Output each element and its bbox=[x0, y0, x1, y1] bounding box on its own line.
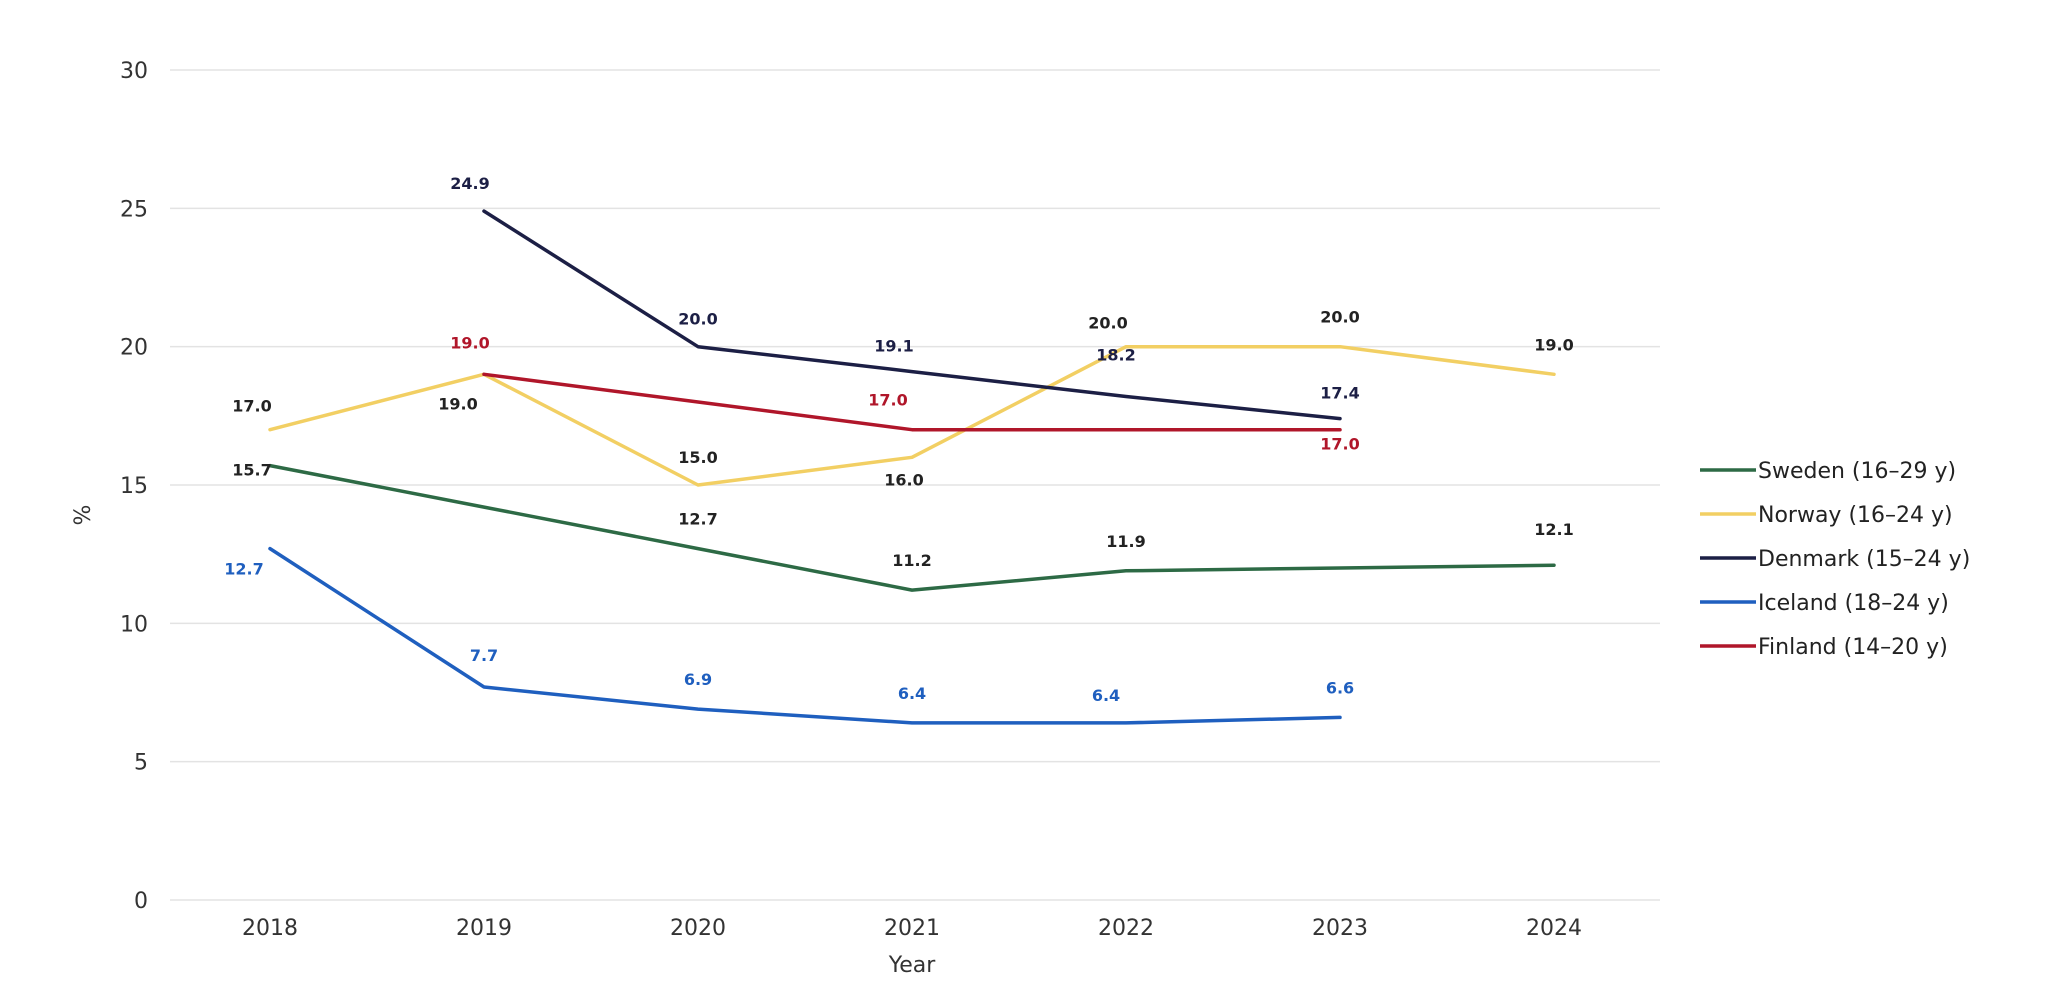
data-label: 24.9 bbox=[450, 174, 489, 193]
legend-label: Denmark (15–24 y) bbox=[1758, 547, 1970, 572]
series-lines bbox=[268, 209, 1556, 725]
data-label: 11.9 bbox=[1106, 532, 1145, 551]
series-line-4 bbox=[482, 372, 1342, 432]
y-tick-label: 30 bbox=[120, 59, 148, 84]
x-tick-label: 2023 bbox=[1312, 916, 1368, 941]
legend: Sweden (16–29 y) Norway (16–24 y) Denmark … bbox=[1700, 459, 1970, 660]
data-label: 18.2 bbox=[1096, 345, 1135, 364]
x-tick-label: 2024 bbox=[1526, 916, 1582, 941]
data-label: 17.4 bbox=[1320, 384, 1359, 403]
data-label: 20.0 bbox=[678, 310, 717, 329]
data-label: 20.0 bbox=[1088, 314, 1127, 333]
x-tick-label: 2021 bbox=[884, 916, 940, 941]
x-tick-label: 2018 bbox=[242, 916, 298, 941]
legend-label: Sweden (16–29 y) bbox=[1758, 459, 1956, 484]
data-label: 6.4 bbox=[898, 684, 926, 703]
data-label: 11.2 bbox=[892, 551, 931, 570]
x-tick-label: 2019 bbox=[456, 916, 512, 941]
data-label: 16.0 bbox=[884, 470, 923, 489]
y-axis-title: % bbox=[71, 505, 96, 526]
data-label: 19.0 bbox=[450, 333, 489, 352]
data-label: 19.0 bbox=[1534, 335, 1573, 354]
x-tick-label: 2020 bbox=[670, 916, 726, 941]
data-label: 15.0 bbox=[678, 448, 717, 467]
legend-label: Norway (16–24 y) bbox=[1758, 503, 1953, 528]
axes: 0 5 10 15 20 25 30 2018 2019 2020 2021 2022 2023 2024… bbox=[71, 59, 1582, 978]
data-label: 12.7 bbox=[678, 510, 717, 529]
data-label: 15.7 bbox=[232, 461, 271, 480]
series-line-2 bbox=[482, 209, 1342, 421]
y-tick-label: 25 bbox=[120, 197, 148, 222]
data-label: 17.0 bbox=[232, 397, 271, 416]
y-tick-label: 20 bbox=[120, 336, 148, 361]
data-label: 7.7 bbox=[470, 646, 498, 665]
data-label: 20.0 bbox=[1320, 308, 1359, 327]
data-label: 19.0 bbox=[438, 394, 477, 413]
grid-lines bbox=[170, 69, 1660, 901]
series-line-0 bbox=[268, 463, 1556, 592]
data-label: 6.4 bbox=[1092, 686, 1120, 705]
series-line-1 bbox=[268, 344, 1556, 487]
x-axis-title: Year bbox=[888, 953, 937, 978]
data-label: 19.1 bbox=[874, 337, 913, 356]
legend-label: Iceland (18–24 y) bbox=[1758, 591, 1949, 616]
y-tick-label: 5 bbox=[134, 751, 148, 776]
y-tick-label: 15 bbox=[120, 474, 148, 499]
x-tick-label: 2022 bbox=[1098, 916, 1154, 941]
y-tick-label: 10 bbox=[120, 612, 148, 637]
data-label: 17.0 bbox=[1320, 435, 1359, 454]
series-line-3 bbox=[268, 546, 1342, 725]
data-label: 12.1 bbox=[1534, 520, 1573, 539]
y-tick-label: 0 bbox=[134, 889, 148, 914]
data-labels: 15.7 12.7 11.2 11.9 12.1 17.0 19.0 15.0 16.0 20.0… bbox=[224, 174, 1573, 705]
legend-label: Finland (14–20 y) bbox=[1758, 635, 1948, 660]
data-label: 6.9 bbox=[684, 670, 712, 689]
data-label: 6.6 bbox=[1326, 678, 1354, 697]
data-label: 12.7 bbox=[224, 560, 263, 579]
data-label: 17.0 bbox=[868, 391, 907, 410]
